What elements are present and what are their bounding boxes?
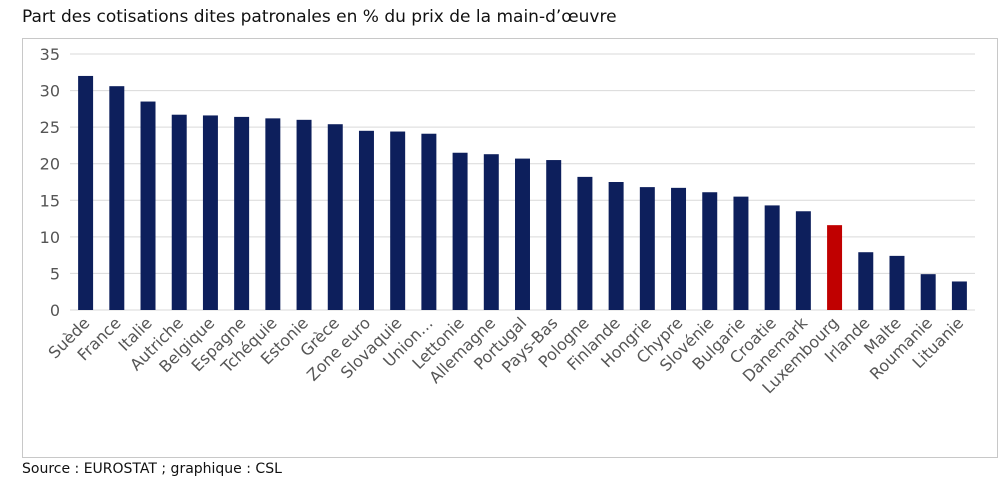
bar <box>951 281 967 310</box>
bar <box>795 211 811 310</box>
bar <box>421 133 437 310</box>
y-tick-label: 15 <box>40 191 60 210</box>
bar <box>764 205 780 310</box>
bar <box>234 116 250 310</box>
bar <box>171 114 187 310</box>
bar <box>327 124 343 311</box>
bar <box>483 154 499 310</box>
bar <box>920 274 936 310</box>
bar <box>702 192 718 310</box>
y-tick-label: 5 <box>50 264 60 283</box>
chart-source: Source : EUROSTAT ; graphique : CSL <box>22 461 282 477</box>
y-tick-label: 20 <box>40 155 60 174</box>
bar <box>452 152 468 310</box>
bar <box>202 115 218 310</box>
bar <box>78 75 94 310</box>
bar <box>889 255 905 310</box>
y-tick-label: 0 <box>50 301 60 320</box>
bar <box>296 119 312 310</box>
bar <box>390 131 406 310</box>
bar <box>109 86 125 310</box>
bar <box>265 118 281 310</box>
y-tick-label: 10 <box>40 228 60 247</box>
bar <box>671 187 687 310</box>
bar <box>827 225 843 310</box>
y-tick-label: 30 <box>40 82 60 101</box>
bar <box>546 160 562 310</box>
bar <box>140 101 156 311</box>
chart-title: Part des cotisations dites patronales en… <box>22 7 617 27</box>
y-tick-label: 35 <box>40 45 60 64</box>
bar <box>608 182 624 310</box>
bar <box>858 252 874 310</box>
y-tick-label: 25 <box>40 118 60 137</box>
bar <box>358 130 374 310</box>
bar <box>733 196 749 310</box>
bar <box>639 187 655 310</box>
bar <box>515 158 530 310</box>
bar <box>577 176 593 310</box>
